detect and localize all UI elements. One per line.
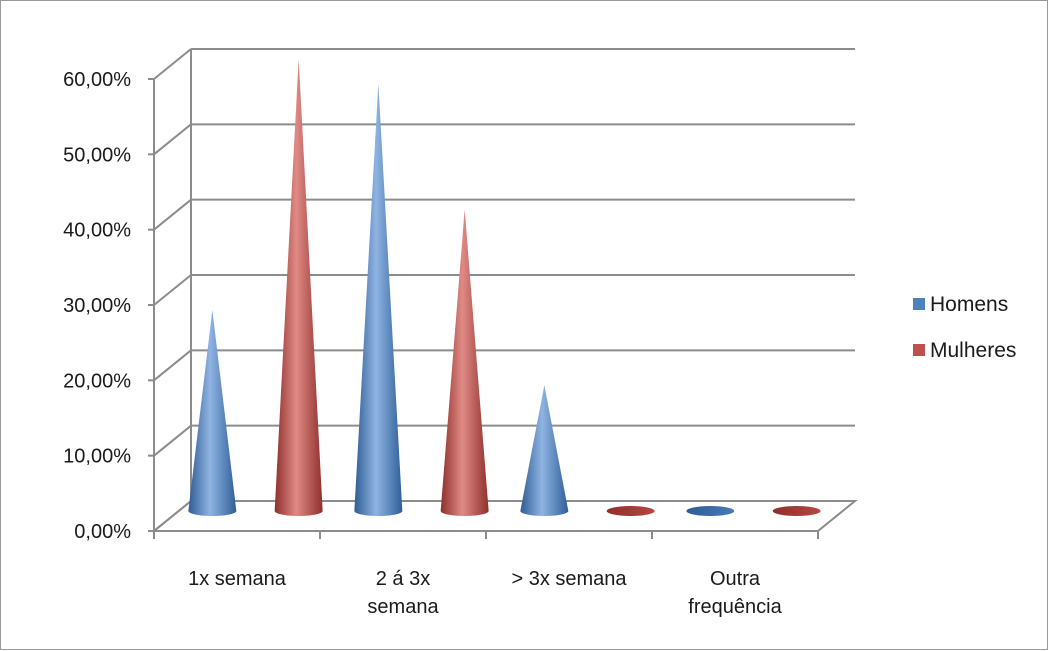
cone-mulheres [772,506,821,516]
legend-swatch-homens [913,298,925,310]
y-tick-label: 30,00% [63,295,131,317]
y-tick-label: 10,00% [63,446,131,468]
y-tick-label: 50,00% [63,144,131,166]
cone-homens [686,506,735,516]
cone-mulheres [274,59,323,516]
cone-body [274,59,323,516]
x-category-label: 2 á 3x semana [367,568,439,618]
y-tick-label: 40,00% [63,220,131,242]
cone-base [606,506,655,516]
x-category-label: > 3x semana [511,568,627,590]
cone-body [354,83,403,517]
legend-label-homens: Homens [930,293,1008,316]
cone-base [772,506,821,516]
cone-body [440,209,489,516]
side-wall-line [153,198,192,231]
legend-swatch-mulheres [913,344,925,356]
y-tick-label: 60,00% [63,69,131,91]
x-category-label: 1x semana [188,568,287,590]
side-wall-line [153,424,192,457]
cone-mulheres [606,506,655,516]
cone-homens [188,309,237,516]
legend-label-mulheres: Mulheres [930,339,1016,362]
cone-homens [354,83,403,517]
x-category-label: Outra frequência [688,568,782,618]
cone-base [686,506,735,516]
side-wall-line [153,349,192,382]
side-wall-line [153,48,192,80]
cone-mulheres [440,209,489,516]
y-tick-label: 20,00% [63,370,131,392]
cone-body [520,385,569,516]
y-tick-label: 0,00% [74,521,131,543]
side-wall-line [153,274,192,306]
chart-floor [151,500,858,532]
cone-homens [520,385,569,516]
side-wall-line [153,123,192,156]
cone-body [188,309,237,516]
